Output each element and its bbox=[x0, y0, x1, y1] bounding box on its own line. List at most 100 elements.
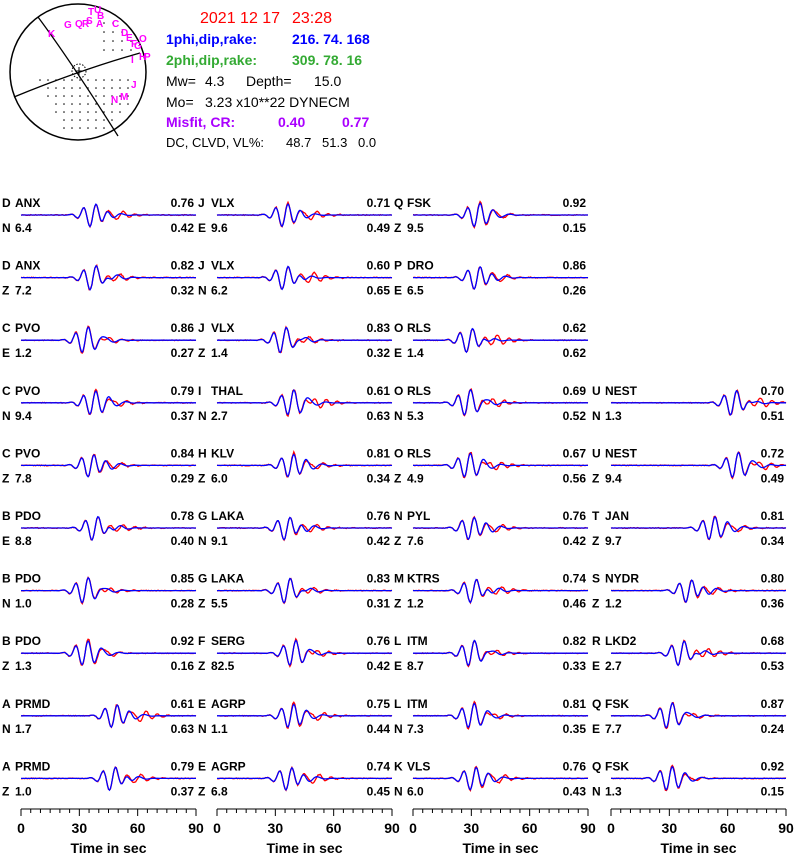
compression-dot bbox=[79, 103, 81, 105]
trace-component: Z bbox=[2, 784, 9, 798]
compression-dot bbox=[119, 103, 121, 105]
trace-shift: 6.0 bbox=[407, 784, 424, 798]
station-marker: P bbox=[144, 52, 151, 63]
trace-station: RLS bbox=[407, 446, 431, 460]
synthetic-trace bbox=[413, 578, 588, 604]
trace-code: E bbox=[198, 759, 206, 773]
trace-variance: 0.33 bbox=[563, 659, 587, 673]
time-tick-label: 90 bbox=[778, 820, 794, 836]
time-tick-label: 90 bbox=[384, 820, 400, 836]
trace-code: K bbox=[394, 759, 403, 773]
trace-variance: 0.65 bbox=[367, 284, 391, 298]
trace-variance: 0.52 bbox=[563, 409, 587, 423]
trace-shift: 6.0 bbox=[211, 471, 228, 485]
trace-component: N bbox=[198, 284, 207, 298]
trace-station: NEST bbox=[605, 384, 638, 398]
station-marker: B bbox=[97, 11, 104, 22]
trace-panel: D ANX 0.82 Z 7.2 0.32 bbox=[2, 259, 197, 298]
trace-code: A bbox=[2, 697, 11, 711]
trace-code: H bbox=[198, 446, 207, 460]
compression-dot bbox=[87, 79, 89, 81]
trace-shift: 9.1 bbox=[211, 534, 228, 548]
trace-station: FSK bbox=[407, 196, 431, 210]
trace-code: M bbox=[394, 572, 404, 586]
trace-component: N bbox=[592, 784, 601, 798]
trace-code: O bbox=[394, 446, 403, 460]
misfit-value: 0.40 bbox=[278, 114, 305, 130]
trace-variance: 0.34 bbox=[367, 471, 391, 485]
compression-dot bbox=[87, 127, 89, 129]
trace-panel: A PRMD 0.79 Z 1.0 0.37 bbox=[2, 759, 197, 798]
trace-variance: 0.31 bbox=[367, 597, 391, 611]
synthetic-trace bbox=[611, 701, 786, 729]
compression-dot bbox=[103, 127, 105, 129]
compression-dot bbox=[119, 95, 121, 97]
trace-station: LAKA bbox=[211, 572, 245, 586]
compression-dot bbox=[87, 111, 89, 113]
trace-correlation: 0.67 bbox=[563, 446, 587, 460]
trace-component: Z bbox=[394, 597, 401, 611]
compression-dot bbox=[112, 22, 114, 24]
trace-shift: 9.6 bbox=[211, 221, 228, 235]
trace-variance: 0.16 bbox=[171, 659, 195, 673]
trace-panel: O RLS 0.62 E 1.4 0.62 bbox=[394, 321, 589, 360]
compression-dot bbox=[63, 95, 65, 97]
compression-dot bbox=[111, 103, 113, 105]
trace-code: C bbox=[2, 321, 11, 335]
trace-panel: B PDO 0.92 Z 1.3 0.16 bbox=[2, 634, 196, 673]
trace-correlation: 0.76 bbox=[171, 196, 195, 210]
trace-correlation: 0.85 bbox=[171, 572, 195, 586]
trace-code: A bbox=[2, 759, 11, 773]
trace-code: B bbox=[2, 634, 11, 648]
time-tick-label: 0 bbox=[409, 820, 417, 836]
trace-shift: 1.2 bbox=[407, 597, 424, 611]
nodal-plane-1 bbox=[37, 16, 119, 137]
trace-panel: E AGRP 0.75 N 1.1 0.44 bbox=[198, 697, 393, 736]
compression-dot bbox=[87, 103, 89, 105]
compression-dot bbox=[127, 79, 129, 81]
plane1-values: 216. 74. 168 bbox=[292, 31, 370, 47]
compression-dot bbox=[112, 49, 114, 51]
synthetic-trace bbox=[611, 389, 786, 416]
trace-panel: A PRMD 0.61 N 1.7 0.63 bbox=[2, 697, 197, 736]
station-marker: N bbox=[111, 95, 118, 106]
trace-shift: 7.7 bbox=[605, 722, 622, 736]
trace-correlation: 0.81 bbox=[367, 446, 391, 460]
compression-dot bbox=[95, 111, 97, 113]
station-marker: I bbox=[131, 55, 134, 66]
trace-variance: 0.26 bbox=[563, 284, 587, 298]
compression-dot bbox=[63, 111, 65, 113]
trace-panel: G LAKA 0.76 N 9.1 0.42 bbox=[198, 509, 393, 548]
synthetic-trace bbox=[21, 453, 196, 478]
trace-shift: 5.3 bbox=[407, 409, 424, 423]
time-tick-label: 60 bbox=[130, 820, 146, 836]
time-tick-label: 60 bbox=[326, 820, 342, 836]
trace-panel: L ITM 0.82 E 8.7 0.33 bbox=[394, 634, 589, 673]
trace-component: E bbox=[2, 534, 10, 548]
trace-component: N bbox=[2, 221, 11, 235]
compression-dot bbox=[79, 111, 81, 113]
trace-code: C bbox=[2, 384, 11, 398]
synthetic-trace bbox=[217, 265, 392, 291]
depth-label: Depth= bbox=[246, 73, 292, 89]
p-axis-marker bbox=[75, 67, 83, 75]
trace-variance: 0.49 bbox=[367, 221, 391, 235]
trace-component: N bbox=[2, 722, 11, 736]
time-axis-label: Time in sec bbox=[660, 840, 736, 856]
trace-correlation: 0.74 bbox=[563, 572, 587, 586]
trace-code: O bbox=[394, 321, 403, 335]
compression-dot bbox=[127, 95, 129, 97]
trace-station: JAN bbox=[605, 509, 629, 523]
trace-shift: 1.4 bbox=[407, 346, 424, 360]
trace-code: O bbox=[394, 384, 403, 398]
time-tick-label: 30 bbox=[268, 820, 284, 836]
trace-station: LAKA bbox=[211, 509, 245, 523]
trace-correlation: 0.81 bbox=[761, 509, 785, 523]
trace-panel: O RLS 0.67 Z 4.9 0.56 bbox=[394, 446, 589, 485]
synthetic-trace bbox=[21, 515, 196, 542]
trace-station: PVO bbox=[15, 384, 40, 398]
trace-code: G bbox=[198, 572, 207, 586]
trace-correlation: 0.68 bbox=[761, 634, 785, 648]
trace-panel: R LKD2 0.68 E 2.7 0.53 bbox=[592, 634, 787, 673]
